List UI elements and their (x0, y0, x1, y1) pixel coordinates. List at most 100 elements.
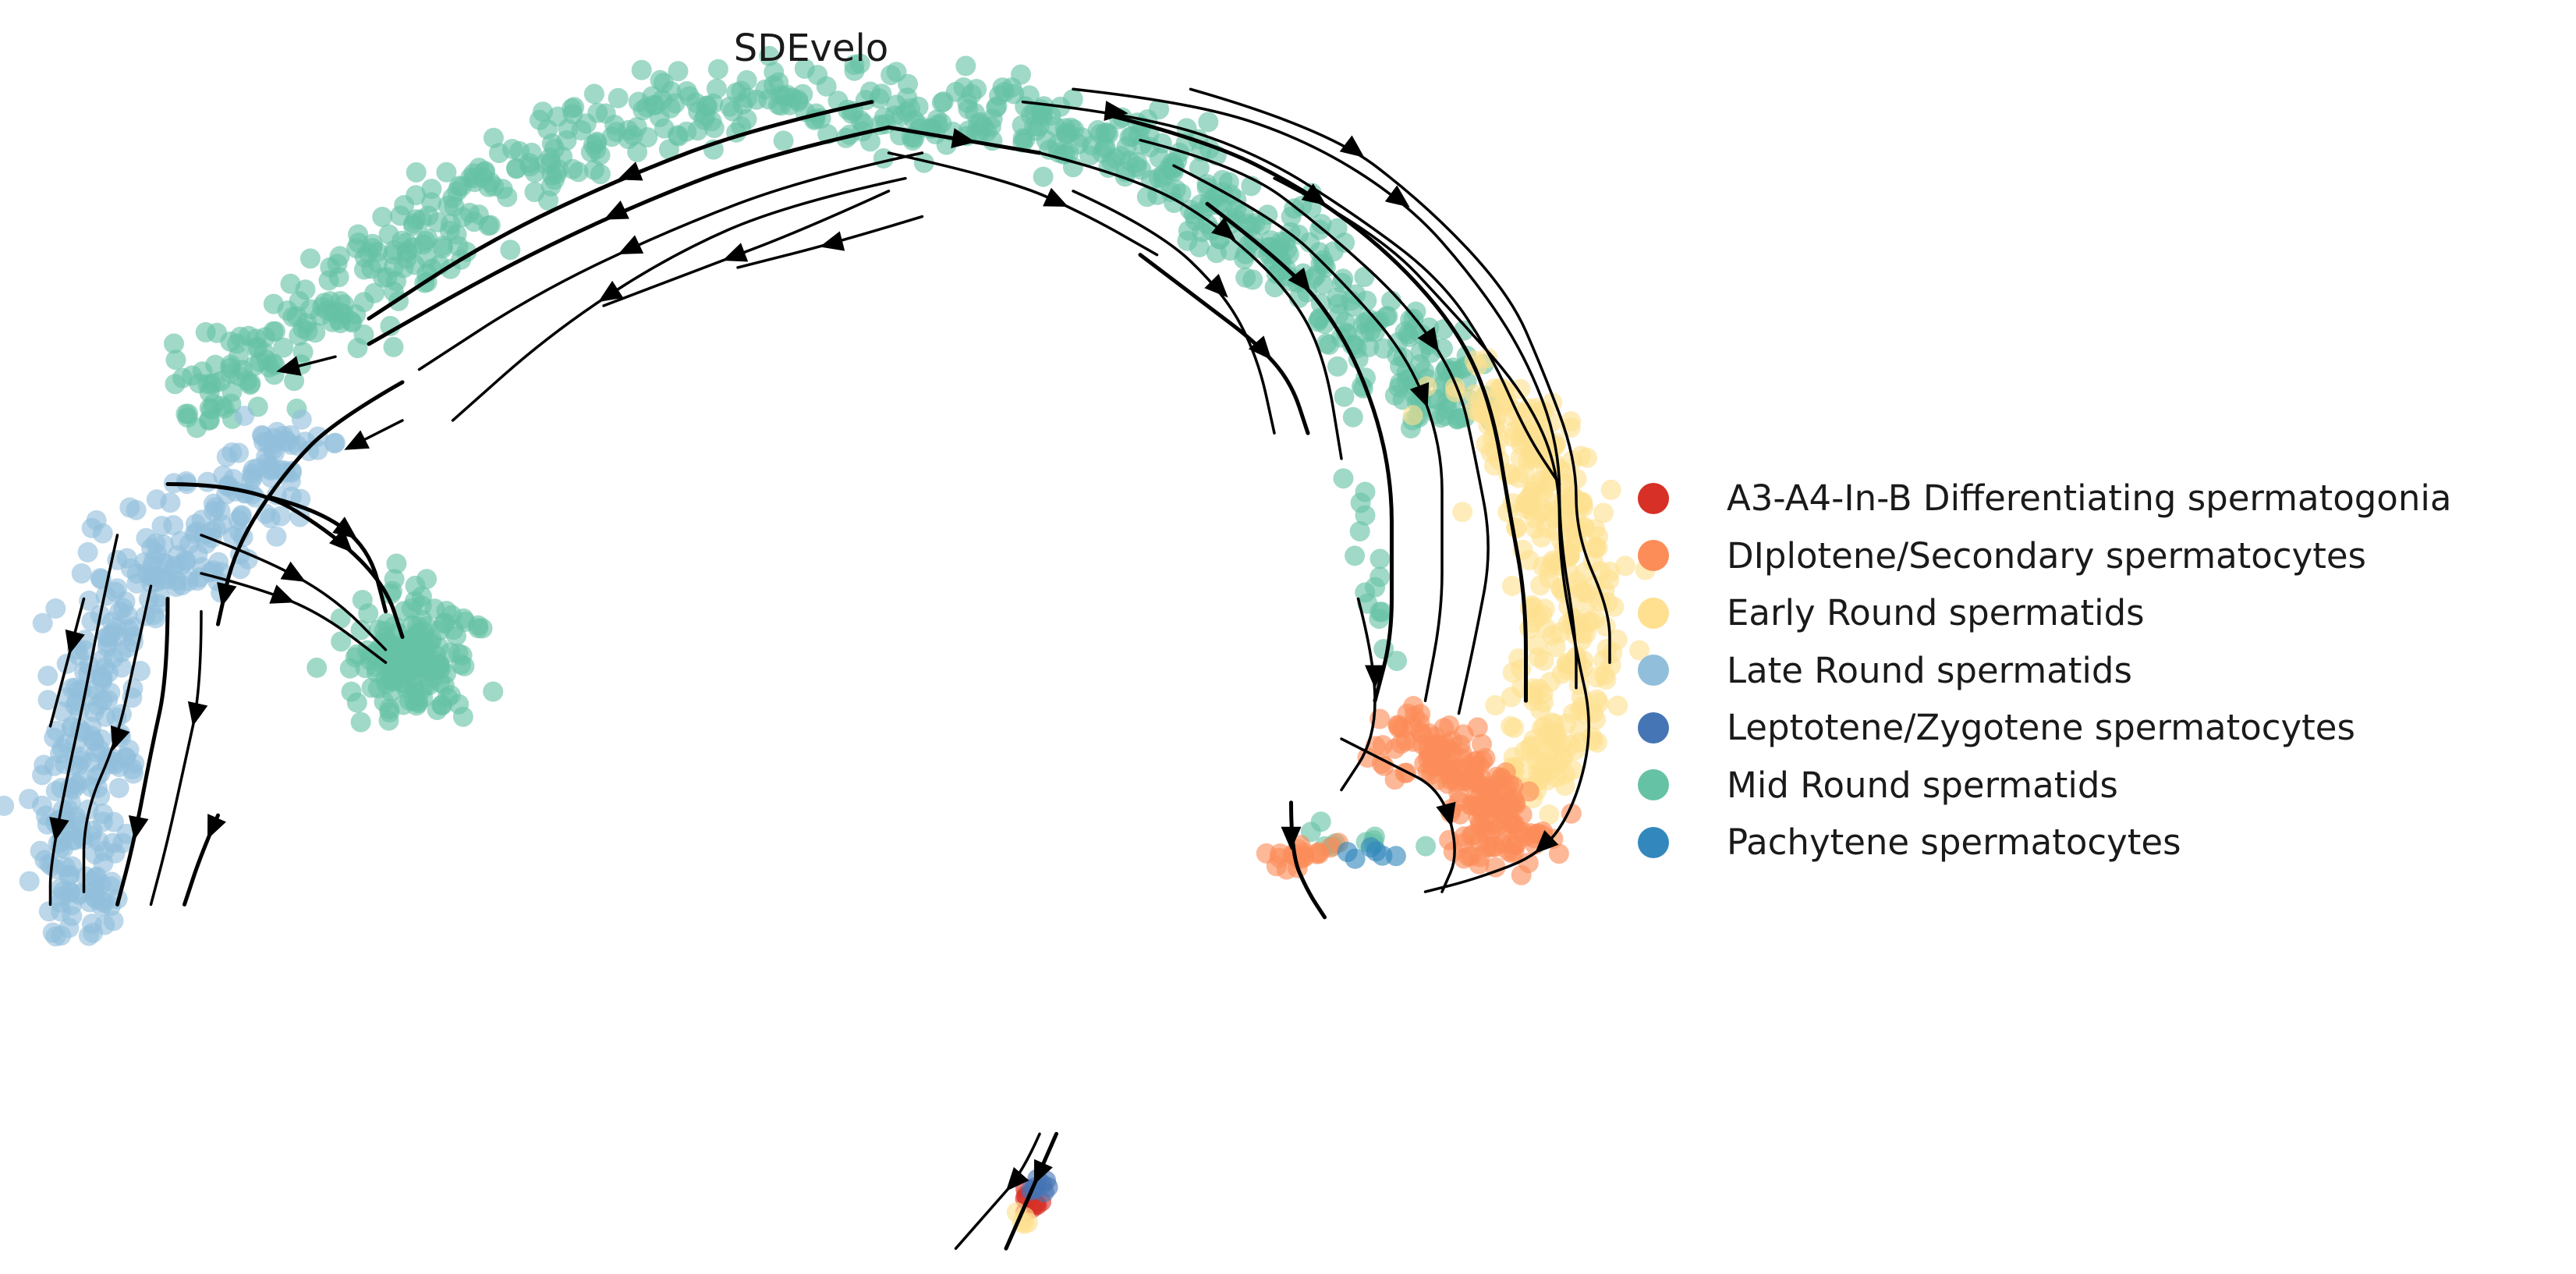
cell-point (37, 665, 58, 687)
streamline-arrow (276, 356, 302, 376)
streamline-arrow (1288, 267, 1311, 293)
cell-point (1600, 479, 1621, 500)
cell-point (240, 373, 261, 394)
cell-point (1580, 611, 1601, 632)
cell-point (1114, 166, 1136, 187)
cell-point (844, 60, 865, 81)
cell-point (719, 96, 740, 117)
cell-point (448, 236, 469, 257)
cell-point (108, 778, 129, 798)
cell-point (421, 179, 442, 200)
cell-point (773, 130, 794, 151)
cell-point (1483, 793, 1504, 814)
cell-point (418, 653, 439, 674)
cell-point (352, 590, 373, 611)
cell-point (1497, 791, 1518, 812)
cell-point (1345, 848, 1366, 869)
cell-point (1033, 166, 1054, 187)
streamline (1340, 597, 1377, 792)
cell-point (1037, 1176, 1058, 1198)
streamline-arrow (1248, 335, 1272, 360)
cell-point (488, 143, 509, 164)
cell-point (859, 81, 881, 102)
cell-point (1334, 386, 1355, 407)
cell-point (1544, 713, 1565, 734)
cell-point (330, 608, 351, 629)
cell-point (399, 690, 420, 711)
cell-point (1464, 400, 1485, 421)
cell-point (1345, 545, 1366, 566)
cell-point (105, 843, 126, 864)
cell-point (1530, 575, 1550, 596)
cell-point (364, 282, 385, 303)
cell-point (1270, 231, 1292, 252)
cell-point (1165, 179, 1186, 200)
cell-point (1192, 222, 1213, 243)
streamline-arrow (1005, 1166, 1029, 1191)
streamline-arrow (49, 817, 69, 842)
cell-point (1372, 735, 1393, 756)
cell-point (1603, 596, 1625, 617)
cell-point (273, 337, 294, 358)
cell-point (1441, 760, 1462, 781)
cell-point (0, 795, 15, 816)
streamline (417, 151, 924, 371)
cell-point (207, 322, 228, 343)
cell-point (1599, 570, 1620, 591)
cell-point (221, 381, 243, 403)
cell-point (540, 152, 562, 173)
cell-point (106, 626, 127, 647)
streamline-arrow (604, 201, 629, 220)
cell-point (437, 687, 458, 708)
cell-point (1564, 494, 1585, 515)
cell-point (886, 94, 907, 115)
cell-point (626, 117, 647, 137)
cell-point (32, 765, 52, 786)
cell-point (86, 742, 107, 763)
cell-point (227, 333, 247, 354)
cell-point (779, 94, 800, 115)
cell-point (1501, 576, 1522, 596)
legend-swatch (1638, 540, 1669, 572)
cell-point (383, 336, 404, 357)
cell-point (1545, 637, 1566, 658)
legend-label: Early Round spermatids (1727, 592, 2145, 634)
cell-point (1310, 254, 1331, 274)
cell-point (377, 644, 398, 665)
cell-point (420, 632, 441, 653)
cell-point (1405, 301, 1426, 322)
cell-point (69, 885, 90, 906)
cell-point (1593, 502, 1614, 523)
cell-point (203, 493, 224, 514)
cell-point (141, 538, 161, 559)
cell-point (1547, 749, 1568, 770)
cell-point (350, 712, 371, 733)
cell-point (1354, 267, 1375, 287)
cell-point (448, 176, 469, 197)
cell-point (1414, 360, 1435, 381)
cell-point (384, 569, 405, 590)
cell-point (759, 45, 780, 66)
streamline-arrow (187, 701, 208, 726)
streamline (1138, 253, 1310, 435)
cell-point (1372, 845, 1393, 866)
cell-point (238, 548, 258, 570)
cell-point (165, 577, 186, 598)
cell-point (310, 305, 331, 326)
cell-point (1403, 731, 1424, 752)
streamline-arrow (951, 128, 976, 148)
cell-point (402, 658, 423, 679)
cell-point (378, 224, 399, 245)
streamline-arrow (722, 243, 749, 262)
cell-point (1526, 634, 1547, 655)
cell-point (1452, 502, 1473, 523)
cell-point (455, 611, 476, 632)
cell-point (19, 871, 40, 892)
cell-point (37, 690, 58, 711)
cell-point (1421, 744, 1442, 765)
cell-point (881, 65, 902, 86)
cell-point (1433, 338, 1453, 359)
cell-point (90, 568, 111, 588)
streamline-arrow (618, 235, 644, 254)
chart-title: SDEvelo (733, 27, 889, 70)
